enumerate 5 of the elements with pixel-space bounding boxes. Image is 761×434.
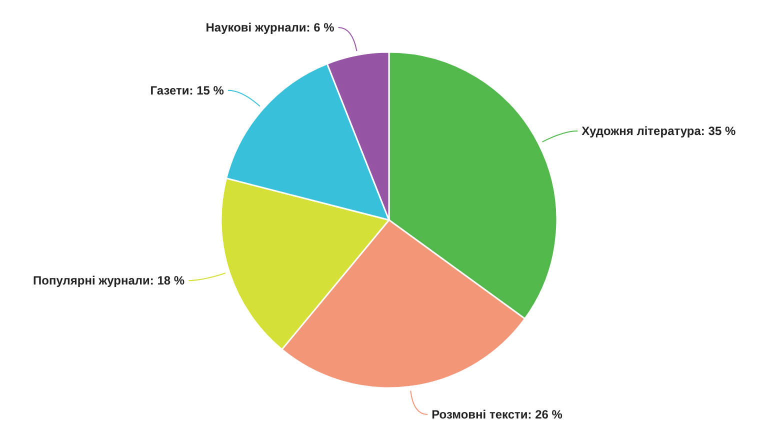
slice-label: Розмовні тексти: 26 %	[432, 407, 563, 422]
slice-label: Наукові журнали: 6 %	[206, 20, 335, 34]
slice-label: Популярні журнали: 18 %	[33, 274, 185, 288]
slice-label: Газети: 15 %	[150, 83, 224, 98]
slice-label: Художня література: 35 %	[582, 124, 736, 138]
